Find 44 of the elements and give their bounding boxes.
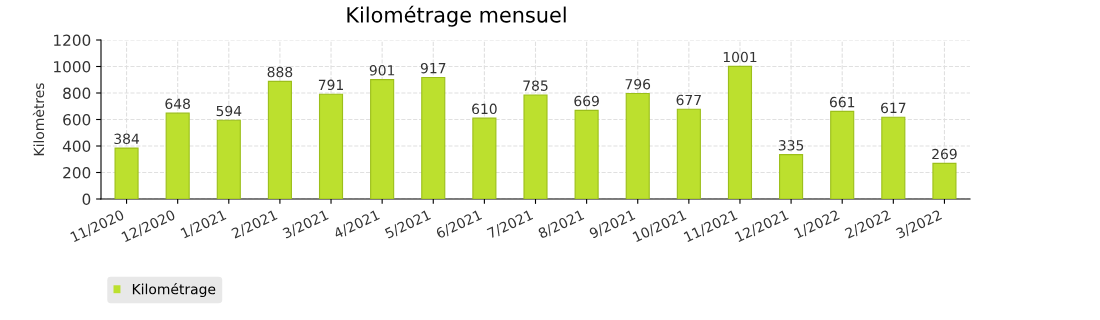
data-label: 384 xyxy=(114,133,140,145)
bar xyxy=(472,117,497,199)
y-tick-label: 0 xyxy=(82,193,91,206)
bar xyxy=(370,79,395,199)
data-label: 917 xyxy=(420,62,446,74)
data-label: 669 xyxy=(574,95,599,107)
bar xyxy=(574,109,599,199)
bar xyxy=(165,112,190,199)
y-tick-label: 800 xyxy=(63,87,91,100)
y-tick-label: 1200 xyxy=(54,34,91,47)
data-label: 785 xyxy=(523,80,548,91)
data-label: 661 xyxy=(829,96,855,108)
data-label: 1001 xyxy=(723,51,757,63)
data-label: 648 xyxy=(165,98,190,110)
data-label: 617 xyxy=(881,102,906,114)
data-label: 610 xyxy=(472,103,497,115)
data-label: 677 xyxy=(676,94,701,106)
bar xyxy=(676,108,701,199)
data-label: 335 xyxy=(778,140,804,151)
y-tick-label: 200 xyxy=(63,166,91,179)
bar xyxy=(625,92,650,199)
y-axis-title: Kilomètres xyxy=(32,83,45,156)
data-label: 796 xyxy=(625,78,651,90)
bar xyxy=(318,93,344,199)
y-tick-label: 1000 xyxy=(54,60,91,73)
y-tick-label: 600 xyxy=(63,113,91,126)
chart-title: Kilométrage mensuel xyxy=(347,5,566,27)
bar xyxy=(523,94,548,199)
data-label: 269 xyxy=(932,148,957,160)
bar xyxy=(114,147,139,199)
data-label: 901 xyxy=(369,65,395,76)
bar xyxy=(727,65,753,199)
bar xyxy=(421,76,446,199)
bar xyxy=(267,80,292,199)
bar xyxy=(830,110,855,199)
bar xyxy=(881,116,906,199)
data-label: 888 xyxy=(267,66,293,78)
y-tick-label: 400 xyxy=(62,140,91,153)
data-label: 594 xyxy=(216,105,242,117)
legend-label: Kilométrage xyxy=(132,283,216,298)
bar xyxy=(932,162,957,199)
data-label: 791 xyxy=(318,79,343,91)
bar xyxy=(779,154,804,199)
bar xyxy=(216,119,241,199)
